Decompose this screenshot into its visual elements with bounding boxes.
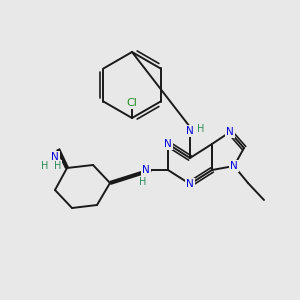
Text: N: N (51, 152, 59, 162)
Text: N: N (186, 179, 194, 189)
Text: Cl: Cl (127, 98, 137, 108)
Text: N: N (230, 161, 238, 171)
Text: H: H (54, 161, 62, 171)
Text: H: H (41, 161, 49, 171)
Text: H: H (139, 177, 147, 187)
Text: H: H (197, 124, 205, 134)
Text: N: N (142, 165, 150, 175)
Text: N: N (186, 126, 194, 136)
Text: N: N (226, 127, 234, 137)
Text: N: N (164, 139, 172, 149)
